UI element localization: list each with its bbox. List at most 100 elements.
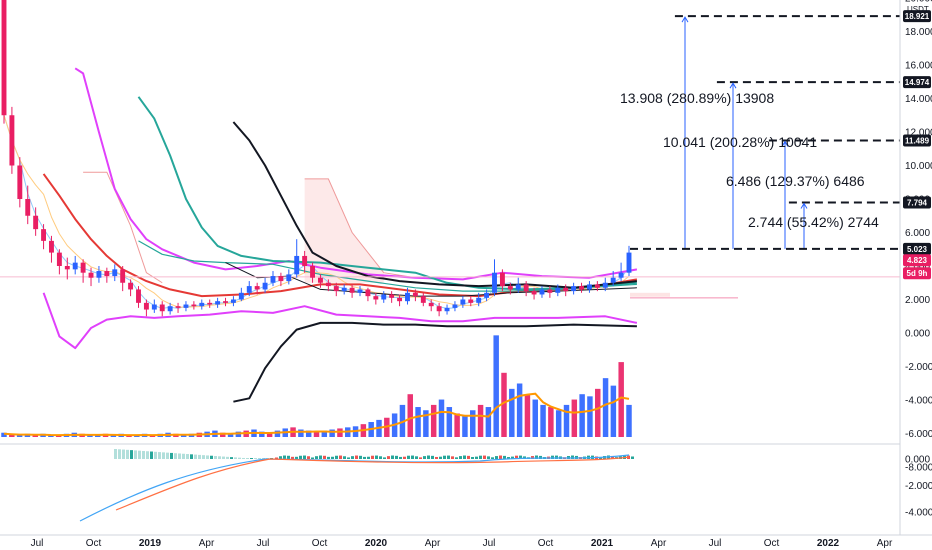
histogram-bar <box>291 456 294 459</box>
volume-bar <box>415 407 421 437</box>
volume-bar <box>509 388 515 437</box>
candle <box>56 252 62 266</box>
histogram-bar <box>359 455 362 459</box>
candle <box>230 299 236 303</box>
histogram-bar <box>222 456 225 459</box>
histogram-bar <box>262 458 265 459</box>
histogram-bar <box>599 457 602 459</box>
volume-bar <box>430 404 437 437</box>
candle <box>563 287 569 292</box>
histogram-bar <box>631 456 634 459</box>
candle <box>492 272 497 293</box>
histogram-bar <box>407 455 410 459</box>
volume-bar <box>16 434 23 437</box>
candle <box>325 282 331 287</box>
histogram-bar <box>511 456 514 459</box>
volume-bar <box>532 399 538 437</box>
price-label: 5.023 <box>907 245 928 254</box>
x-tick-label: Oct <box>86 538 102 549</box>
histogram-bar <box>467 455 470 459</box>
volume-bar <box>87 434 93 437</box>
candle <box>246 286 252 293</box>
histogram-bar <box>487 456 490 459</box>
cloud-area <box>304 178 384 283</box>
y-tick-label: 12.000 <box>905 128 932 139</box>
candle <box>452 304 458 308</box>
candle <box>270 276 276 283</box>
volume-bar <box>626 404 632 437</box>
candle <box>33 215 39 230</box>
x-tick-label: Jul <box>709 538 722 549</box>
histogram-bar <box>142 450 145 459</box>
x-tick-label: 2019 <box>139 538 162 549</box>
candle <box>151 304 157 310</box>
volume-bar <box>95 434 101 437</box>
price-label-box <box>903 196 931 209</box>
y-tick-label: 2.000 <box>905 295 930 306</box>
volume-bar <box>180 434 187 437</box>
histogram-bar <box>443 455 446 459</box>
x-tick-label: Apr <box>425 538 441 549</box>
x-tick-label: Apr <box>877 538 893 549</box>
candle <box>484 292 490 298</box>
price-label-box <box>903 242 931 255</box>
y-tick-label: -4.000 <box>905 396 932 407</box>
candle <box>460 299 466 305</box>
volume-bar <box>227 433 234 437</box>
candle <box>215 301 221 305</box>
candle <box>199 302 205 307</box>
histogram-bar <box>122 449 125 459</box>
histogram-bar <box>335 455 338 459</box>
histogram-bar <box>411 455 414 459</box>
y-tick-label: 16.000 <box>905 61 932 72</box>
candle <box>72 262 78 270</box>
candle <box>17 165 23 199</box>
volume-bar <box>438 399 445 437</box>
target-annotation: 6.486 (129.37%) 6486 <box>726 173 865 189</box>
candle <box>373 296 379 300</box>
candle <box>310 266 315 278</box>
projection-box <box>630 292 670 297</box>
histogram-bar <box>198 454 201 459</box>
candle <box>136 289 141 303</box>
y-tick-label: -8.000 <box>905 463 932 474</box>
x-tick-label: 2022 <box>817 538 840 549</box>
price-label: 5d 9h <box>907 269 928 278</box>
x-tick-label: Oct <box>538 538 554 549</box>
x-tick-label: Apr <box>651 538 667 549</box>
candle <box>365 289 371 297</box>
volume-bar <box>259 431 265 437</box>
candle <box>9 115 15 166</box>
histogram-bar <box>186 454 189 459</box>
histogram-bar <box>299 455 302 459</box>
candle <box>183 304 189 308</box>
volume-bar <box>595 388 601 437</box>
histogram-bar <box>571 455 574 459</box>
histogram-bar <box>395 455 398 459</box>
candle <box>476 297 482 303</box>
resistance-line <box>83 171 163 284</box>
target-arrowhead <box>729 82 737 89</box>
oscillator-pane <box>79 449 634 522</box>
histogram-bar <box>206 455 209 459</box>
histogram-bar <box>435 456 438 459</box>
candle <box>571 286 577 292</box>
histogram-bar <box>383 457 386 459</box>
price-label-box <box>903 134 931 147</box>
price-label-box <box>903 267 931 280</box>
histogram-bar <box>258 458 261 459</box>
candle <box>223 301 228 303</box>
volume-bar <box>618 362 624 437</box>
histogram-bar <box>503 455 506 459</box>
price-label: 18.921 <box>905 12 930 21</box>
volume-bar <box>1 432 7 437</box>
candle <box>523 284 529 292</box>
y-tick-label: 0.000 <box>905 329 930 340</box>
candle <box>579 286 584 290</box>
y-tick-label: 18.000 <box>905 27 932 38</box>
candle <box>25 199 31 216</box>
y-tick-label: 14.000 <box>905 94 932 105</box>
price-label-box <box>903 76 931 89</box>
x-tick-label: Jul <box>257 538 270 549</box>
